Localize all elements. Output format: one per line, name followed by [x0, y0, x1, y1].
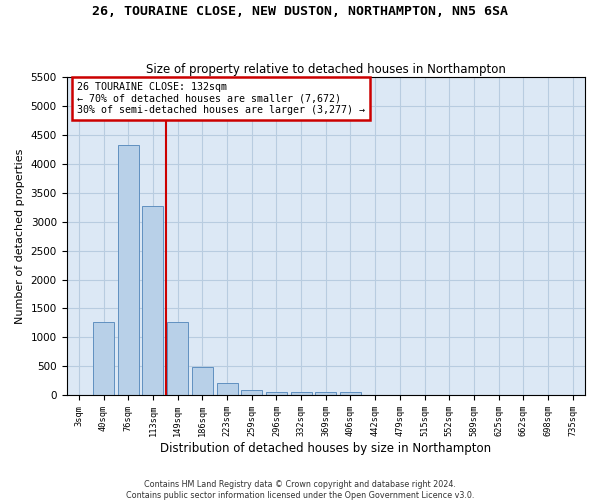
- Text: 26, TOURAINE CLOSE, NEW DUSTON, NORTHAMPTON, NN5 6SA: 26, TOURAINE CLOSE, NEW DUSTON, NORTHAMP…: [92, 5, 508, 18]
- Bar: [118, 145, 139, 395]
- Bar: [217, 383, 238, 395]
- X-axis label: Distribution of detached houses by size in Northampton: Distribution of detached houses by size …: [160, 442, 491, 455]
- Bar: [167, 322, 188, 395]
- Bar: [340, 392, 361, 395]
- Text: 26 TOURAINE CLOSE: 132sqm
← 70% of detached houses are smaller (7,672)
30% of se: 26 TOURAINE CLOSE: 132sqm ← 70% of detac…: [77, 82, 365, 115]
- Bar: [241, 390, 262, 395]
- Bar: [290, 392, 311, 395]
- Bar: [142, 206, 163, 395]
- Text: Contains HM Land Registry data © Crown copyright and database right 2024.
Contai: Contains HM Land Registry data © Crown c…: [126, 480, 474, 500]
- Y-axis label: Number of detached properties: Number of detached properties: [15, 148, 25, 324]
- Bar: [315, 392, 336, 395]
- Bar: [93, 322, 114, 395]
- Bar: [192, 367, 213, 395]
- Title: Size of property relative to detached houses in Northampton: Size of property relative to detached ho…: [146, 63, 506, 76]
- Bar: [266, 392, 287, 395]
